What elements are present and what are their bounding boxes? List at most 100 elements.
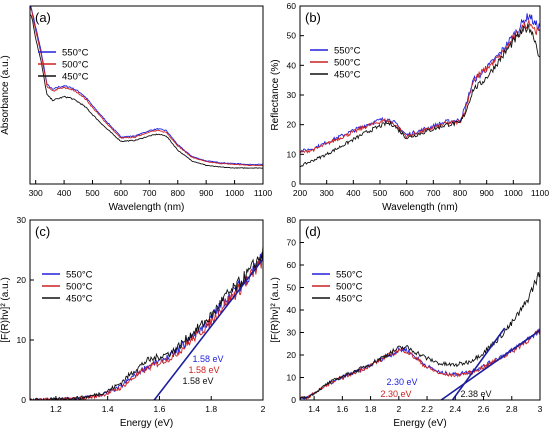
legend-label: 450°C (336, 294, 363, 305)
x-tick-label: 2 (396, 404, 401, 414)
x-tick-label: 1.6 (336, 404, 348, 414)
panel-label: (c) (35, 224, 50, 239)
panel-label: (b) (305, 10, 321, 25)
chart-panel: 1.4 1.6 1.8 2 2.2 2.4 2.6 2.8 301020304050607080… (270, 215, 543, 429)
x-tick-label: 1100 (531, 188, 550, 198)
y-axis-label: [F(R)hν]² (a.u.) (0, 277, 11, 343)
legend-label: 450°C (66, 294, 93, 305)
x-tick-label: 2.8 (506, 404, 518, 414)
x-tick-label: 3 (538, 404, 543, 414)
x-axis-label: Energy (eV) (120, 418, 173, 429)
legend-label: 500°C (336, 282, 363, 293)
x-tick-label: 1000 (225, 188, 244, 198)
x-tick-label: 800 (171, 188, 185, 198)
y-tick-label: 20 (287, 350, 297, 360)
y-tick-label: 80 (287, 215, 297, 225)
series-line (30, 14, 263, 169)
x-axis-label: Wavelength (nm) (109, 202, 185, 213)
bandgap-annotation: 1.58 eV (188, 365, 219, 375)
plot-frame (29, 219, 264, 401)
x-tick-label: 1100 (254, 188, 273, 198)
y-tick-label: 30 (287, 90, 297, 100)
x-tick-label: 300 (29, 188, 43, 198)
x-tick-label: 800 (453, 188, 467, 198)
x-tick-label: 1.8 (365, 404, 377, 414)
y-tick-label: 0 (291, 395, 296, 405)
bandgap-annotation: 2.38 eV (460, 389, 491, 399)
bandgap-annotation: 1.58 eV (182, 376, 213, 386)
y-tick-label: 0 (21, 395, 26, 405)
panel-label: (d) (305, 224, 321, 239)
y-tick-label: 10 (287, 373, 297, 383)
series-line (300, 18, 540, 154)
y-tick-label: 60 (287, 260, 297, 270)
y-tick-label: 50 (287, 283, 297, 293)
x-tick-label: 2.2 (421, 404, 433, 414)
legend-label: 550°C (336, 270, 363, 281)
fit-line (451, 327, 506, 400)
bandgap-annotation: 2.30 eV (386, 377, 417, 387)
series-line (30, 252, 263, 400)
fit-line (153, 258, 263, 400)
legend-label: 450°C (62, 72, 89, 83)
legend-label: 450°C (334, 70, 361, 81)
y-tick-label: 50 (287, 31, 297, 41)
legend-label: 500°C (62, 60, 89, 71)
plot-area (300, 13, 540, 167)
x-tick-label: 600 (114, 188, 128, 198)
series-line (300, 23, 540, 167)
y-tick-label: 10 (17, 335, 27, 345)
x-tick-label: 1.4 (308, 404, 320, 414)
y-axis-label: [F(R)hν]² (a.u.) (270, 277, 281, 343)
x-tick-label: 1.6 (154, 404, 166, 414)
x-tick-label: 2.6 (478, 404, 490, 414)
series-line (30, 6, 263, 166)
series-line (300, 328, 540, 400)
x-tick-label: 200 (293, 188, 307, 198)
x-tick-label: 500 (373, 188, 387, 198)
y-tick-label: 70 (287, 238, 297, 248)
y-tick-label: 40 (287, 305, 297, 315)
x-tick-label: 700 (426, 188, 440, 198)
legend-label: 500°C (334, 58, 361, 69)
legend-label: 500°C (66, 282, 93, 293)
legend-label: 550°C (66, 270, 93, 281)
plot-frame (29, 5, 264, 185)
plot-frame (299, 5, 541, 185)
x-tick-label: 900 (480, 188, 494, 198)
y-axis-label: Reflectance (%) (270, 59, 281, 130)
x-axis-label: Energy (eV) (393, 418, 446, 429)
plot-area (30, 245, 263, 400)
series-line (30, 251, 263, 400)
x-tick-label: 500 (85, 188, 99, 198)
x-tick-label: 300 (320, 188, 334, 198)
chart-panel: 200 300 400 500 600 700 800 900 1000 1100 0 10 20 30 4… (270, 1, 549, 213)
series-line (30, 8, 263, 167)
x-tick-label: 900 (199, 188, 213, 198)
x-tick-label: 1.8 (205, 404, 217, 414)
x-tick-label: 600 (400, 188, 414, 198)
bandgap-annotation: 1.58 eV (192, 354, 223, 364)
x-axis-label: Wavelength (nm) (382, 202, 458, 213)
series-line (300, 327, 540, 400)
y-axis-label: Absorbance (a.u.) (0, 55, 11, 135)
y-tick-label: 60 (287, 1, 297, 11)
x-tick-label: 1.2 (50, 404, 62, 414)
y-tick-label: 40 (287, 60, 297, 70)
x-tick-label: 2.4 (449, 404, 461, 414)
chart-panel: 300 400 500 600 700 800 900 1000 1100 Wavelength … (0, 5, 273, 213)
y-tick-label: 20 (287, 120, 297, 130)
fit-line (440, 329, 540, 400)
panel-label: (a) (35, 10, 51, 25)
legend-label: 550°C (334, 46, 361, 57)
plot-frame (299, 219, 541, 401)
x-tick-label: 2 (261, 404, 266, 414)
plot-area (30, 6, 263, 169)
bandgap-annotation: 2.30 eV (380, 389, 411, 399)
